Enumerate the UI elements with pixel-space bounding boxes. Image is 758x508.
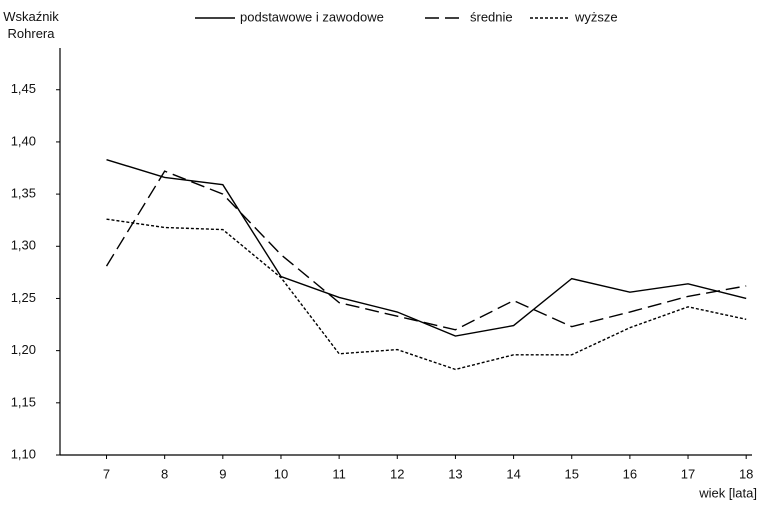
y-tick-label: 1,35: [11, 186, 36, 201]
x-tick-label: 12: [390, 466, 404, 481]
y-tick-label: 1,40: [11, 133, 36, 148]
x-tick-label: 14: [506, 466, 520, 481]
x-tick-label: 15: [564, 466, 578, 481]
y-tick-label: 1,20: [11, 342, 36, 357]
series-line: [106, 218, 747, 371]
x-tick-label: 17: [681, 466, 695, 481]
x-tick-label: 7: [103, 466, 110, 481]
legend-label: wyższe: [574, 9, 618, 24]
x-axis-label: wiek [lata]: [698, 485, 757, 500]
x-tick-label: 18: [739, 466, 753, 481]
series-line: [105, 170, 747, 331]
series-line: [106, 158, 747, 337]
y-axis-label: Wskaźnik Rohrera: [3, 9, 59, 41]
y-tick-label: 1,15: [11, 394, 36, 409]
x-tick-label: 11: [332, 466, 346, 481]
legend-label: średnie: [470, 9, 513, 24]
y-tick-label: 1,10: [11, 446, 36, 461]
legend-label: podstawowe i zawodowe: [240, 9, 384, 24]
x-tick-label: 8: [161, 466, 168, 481]
x-tick-label: 16: [623, 466, 637, 481]
x-tick-label: 9: [219, 466, 226, 481]
y-tick-label: 1,30: [11, 238, 36, 253]
x-tick-label: 13: [448, 466, 462, 481]
y-tick-label: 1,45: [11, 81, 36, 96]
y-tick-label: 1,25: [11, 290, 36, 305]
x-tick-label: 10: [274, 466, 288, 481]
